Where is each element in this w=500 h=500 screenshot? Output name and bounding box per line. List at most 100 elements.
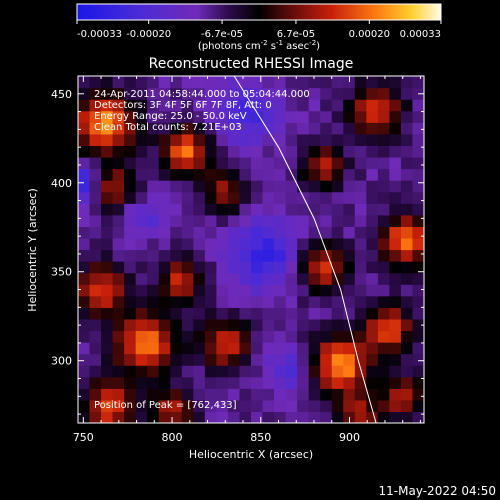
heatmap-cell [366,214,379,227]
heatmap-cell [297,133,310,146]
heatmap-cell [147,272,160,285]
heatmap-cell [78,249,91,262]
colorbar-tick-label: 0.00033 [400,29,441,40]
heatmap-cell [331,99,344,112]
heatmap-cell [193,99,206,112]
heatmap-cell [89,122,102,135]
heatmap-cell [158,99,171,112]
heatmap-cell [170,122,183,135]
heatmap-cell [274,214,287,227]
heatmap-cell [400,249,414,262]
heatmap-cell [308,261,321,274]
heatmap-cell [320,122,333,135]
heatmap-cell [251,353,264,366]
heatmap-cell [227,87,241,100]
heatmap-cell [135,272,148,285]
heatmap-cell [135,261,148,274]
heatmap-cell [297,307,310,320]
heatmap-cell [135,180,148,193]
heatmap-cell [320,226,333,239]
x-tick-label: 800 [162,431,183,444]
heatmap-cell [204,110,217,123]
heatmap-cell [297,330,310,343]
heatmap-cell [320,399,333,413]
heatmap-cell [101,133,114,146]
heatmap-cell [112,168,125,181]
heatmap-cell [204,399,217,413]
heatmap-cell [400,376,414,389]
heatmap-cell [112,376,125,389]
heatmap-cell [239,203,252,216]
heatmap-cell [193,330,206,343]
heatmap-cell [377,99,390,112]
heatmap-cell [158,318,171,332]
heatmap-cell [412,295,424,308]
heatmap-cell [377,110,390,123]
heatmap-cell [389,214,402,227]
footer-datetime: 11-May-2022 04:50 [379,484,496,498]
heatmap-cell [285,295,298,308]
heatmap-cell [170,388,183,401]
heatmap-cell [112,342,125,355]
heatmap-cell [124,295,137,308]
heatmap-cell [262,122,275,135]
heatmap-cell [239,261,252,274]
heatmap-cell [274,261,287,274]
heatmap-cell [251,411,264,423]
heatmap-cell [412,353,424,366]
heatmap-cell [204,191,217,204]
heatmap-cell [308,99,321,112]
heatmap-cell [389,388,402,401]
heatmap-cell [285,261,298,274]
heatmap-cell [170,76,183,89]
heatmap-cell [170,156,183,170]
heatmap-cell [147,76,160,89]
heatmap-cell [412,272,424,285]
heatmap-cell [354,110,367,123]
heatmap-cell [239,388,252,401]
heatmap-cell [354,388,367,401]
heatmap-cell [158,168,171,181]
heatmap-cell [239,145,252,158]
heatmap-cell [297,399,310,413]
heatmap-cell [124,249,137,262]
heatmap-cell [181,330,194,343]
heatmap-cell [412,156,424,170]
heatmap-cell [147,388,160,401]
heatmap-cell [101,295,114,308]
heatmap-cell [251,237,264,251]
heatmap-cell [297,180,310,193]
heatmap-cell [297,376,310,389]
heatmap-cell [331,272,344,285]
heatmap-cell [285,342,298,355]
heatmap-cell [343,226,356,239]
heatmap-cell [377,76,390,89]
heatmap-cell [101,156,114,170]
heatmap-cell [412,411,424,423]
heatmap-cell [147,307,160,320]
heatmap-cell [239,191,252,204]
heatmap-cell [274,203,287,216]
heatmap-cell [78,353,91,366]
heatmap-cell [239,284,252,297]
heatmap-cell [262,284,275,297]
heatmap-cell [227,272,241,285]
colorbar-tick-label: 6.7e-05 [277,29,315,40]
heatmap-cell [274,307,287,320]
heatmap-cell [112,272,125,285]
heatmap-cell [366,156,379,170]
heatmap-cell [216,168,229,181]
heatmap-cell [308,284,321,297]
heatmap-cell [308,376,321,389]
heatmap-cell [343,110,356,123]
heatmap-cell [227,342,241,355]
heatmap-cell [193,261,206,274]
heatmap-cell [274,365,287,378]
heatmap-cell [262,99,275,112]
heatmap-cell [354,203,367,216]
heatmap-cell [389,376,402,389]
annotation-detectors: Detectors: 3F 4F 5F 6F 7F 8F, Att: 0 [94,100,272,111]
heatmap-cell [297,214,310,227]
heatmap-cell [389,122,402,135]
heatmap-cell [239,330,252,343]
